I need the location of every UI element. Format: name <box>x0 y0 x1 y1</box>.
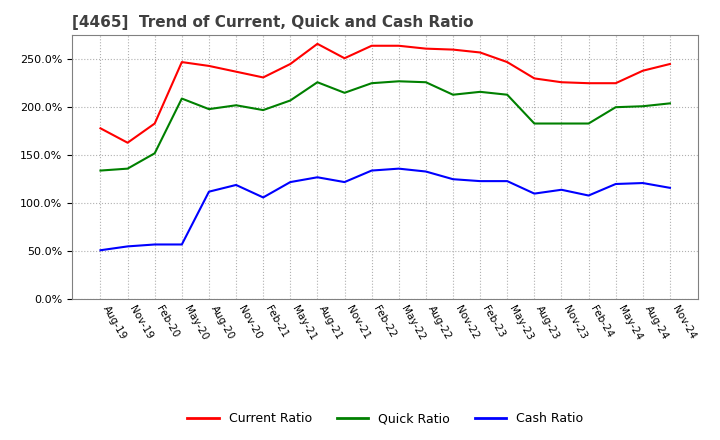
Quick Ratio <box>639 103 647 109</box>
Quick Ratio <box>421 80 430 85</box>
Current Ratio <box>530 76 539 81</box>
Line: Quick Ratio: Quick Ratio <box>101 81 670 171</box>
Text: [4465]  Trend of Current, Quick and Cash Ratio: [4465] Trend of Current, Quick and Cash … <box>72 15 474 30</box>
Cash Ratio <box>503 179 511 184</box>
Quick Ratio <box>367 81 376 86</box>
Quick Ratio <box>259 107 268 113</box>
Current Ratio <box>96 126 105 131</box>
Current Ratio <box>123 140 132 145</box>
Quick Ratio <box>204 106 213 112</box>
Quick Ratio <box>232 103 240 108</box>
Current Ratio <box>204 63 213 69</box>
Current Ratio <box>449 47 457 52</box>
Cash Ratio <box>367 168 376 173</box>
Quick Ratio <box>96 168 105 173</box>
Cash Ratio <box>259 195 268 200</box>
Quick Ratio <box>449 92 457 97</box>
Current Ratio <box>367 43 376 48</box>
Quick Ratio <box>665 101 674 106</box>
Quick Ratio <box>584 121 593 126</box>
Quick Ratio <box>341 90 349 95</box>
Cash Ratio <box>123 244 132 249</box>
Quick Ratio <box>313 80 322 85</box>
Line: Current Ratio: Current Ratio <box>101 44 670 143</box>
Current Ratio <box>178 59 186 65</box>
Quick Ratio <box>395 79 403 84</box>
Line: Cash Ratio: Cash Ratio <box>101 169 670 250</box>
Quick Ratio <box>178 96 186 101</box>
Quick Ratio <box>557 121 566 126</box>
Current Ratio <box>557 80 566 85</box>
Current Ratio <box>395 43 403 48</box>
Cash Ratio <box>611 181 620 187</box>
Current Ratio <box>259 75 268 80</box>
Quick Ratio <box>503 92 511 97</box>
Cash Ratio <box>639 180 647 186</box>
Cash Ratio <box>421 169 430 174</box>
Quick Ratio <box>123 166 132 171</box>
Current Ratio <box>639 68 647 73</box>
Current Ratio <box>286 61 294 66</box>
Cash Ratio <box>557 187 566 192</box>
Current Ratio <box>341 55 349 61</box>
Current Ratio <box>611 81 620 86</box>
Legend: Current Ratio, Quick Ratio, Cash Ratio: Current Ratio, Quick Ratio, Cash Ratio <box>182 407 588 430</box>
Cash Ratio <box>530 191 539 196</box>
Cash Ratio <box>449 176 457 182</box>
Cash Ratio <box>476 179 485 184</box>
Quick Ratio <box>611 105 620 110</box>
Cash Ratio <box>341 180 349 185</box>
Cash Ratio <box>665 185 674 191</box>
Quick Ratio <box>286 98 294 103</box>
Current Ratio <box>421 46 430 51</box>
Current Ratio <box>232 69 240 74</box>
Cash Ratio <box>286 180 294 185</box>
Current Ratio <box>150 121 159 126</box>
Current Ratio <box>584 81 593 86</box>
Quick Ratio <box>476 89 485 95</box>
Current Ratio <box>665 61 674 66</box>
Current Ratio <box>476 50 485 55</box>
Current Ratio <box>313 41 322 47</box>
Cash Ratio <box>584 193 593 198</box>
Cash Ratio <box>178 242 186 247</box>
Cash Ratio <box>232 182 240 187</box>
Cash Ratio <box>96 248 105 253</box>
Cash Ratio <box>395 166 403 171</box>
Quick Ratio <box>530 121 539 126</box>
Cash Ratio <box>313 175 322 180</box>
Quick Ratio <box>150 150 159 156</box>
Current Ratio <box>503 59 511 65</box>
Cash Ratio <box>204 189 213 194</box>
Cash Ratio <box>150 242 159 247</box>
